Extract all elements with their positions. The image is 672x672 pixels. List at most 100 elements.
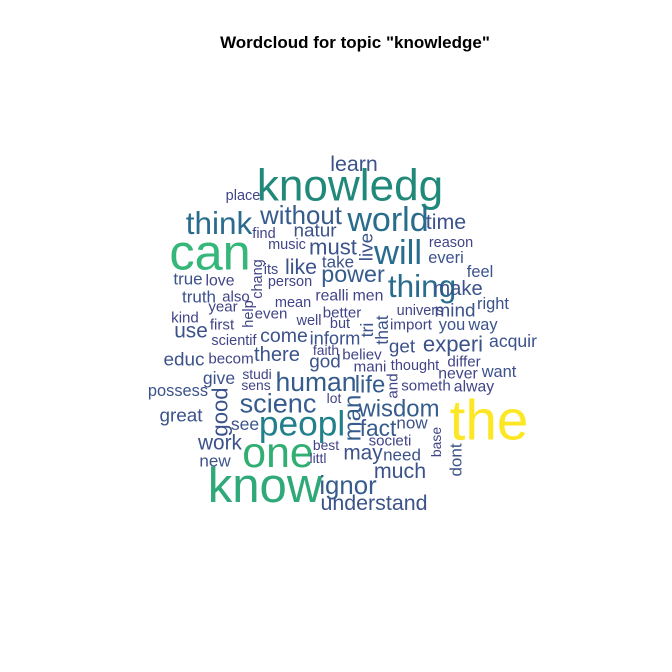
word-power: power <box>321 261 385 287</box>
word-becom: becom <box>208 351 253 368</box>
word-differ: differ <box>447 354 480 371</box>
word-understand: understand <box>320 491 427 515</box>
word-right: right <box>477 295 509 313</box>
word-peopl: peopl <box>259 405 345 444</box>
word-societi: societi <box>369 433 412 450</box>
word-take: take <box>322 253 354 272</box>
word-that: that <box>372 315 392 344</box>
word-scientif: scientif <box>211 333 257 349</box>
word-come: come <box>260 325 308 347</box>
chart-title: Wordcloud for topic "knowledge" <box>220 33 490 52</box>
word-realli: realli <box>315 288 348 305</box>
word-can: can <box>169 224 250 281</box>
word-great: great <box>159 406 203 427</box>
word-human: human <box>275 367 356 397</box>
word-kind: kind <box>171 310 199 327</box>
word-without: without <box>259 202 342 230</box>
word-littl: littl <box>310 450 327 466</box>
word-tri: tri <box>357 323 377 338</box>
word-well: well <box>296 313 322 329</box>
word-like: like <box>285 255 317 279</box>
word-you: you <box>439 316 465 334</box>
word-get: get <box>389 337 416 358</box>
word-mani: mani <box>354 359 387 376</box>
word-now: now <box>396 414 428 433</box>
word-the: the <box>450 390 529 453</box>
word-help: help <box>241 300 257 327</box>
word-feel: feel <box>467 263 493 281</box>
word-mean: mean <box>275 295 311 311</box>
word-want: want <box>481 363 517 381</box>
word-also: also <box>222 289 250 306</box>
word-studi: studi <box>242 366 271 382</box>
word-never: never <box>438 366 478 383</box>
word-learn: learn <box>330 152 378 176</box>
word-life: life <box>355 372 386 399</box>
word-man: man <box>340 395 367 441</box>
word-chang: chang <box>250 259 266 299</box>
word-everi: everi <box>428 249 464 267</box>
word-best: best <box>313 437 339 453</box>
word-thing: thing <box>388 268 456 304</box>
word-way: way <box>467 316 498 334</box>
word-must: must <box>309 235 357 260</box>
word-truth: truth <box>182 288 216 307</box>
word-and: and <box>385 373 402 398</box>
word-first: first <box>210 317 235 334</box>
word-true: true <box>173 270 202 289</box>
word-educ: educ <box>164 350 205 371</box>
word-use: use <box>174 320 208 343</box>
word-experi: experi <box>423 332 483 357</box>
word-place: place <box>226 188 261 204</box>
word-better: better <box>323 305 362 322</box>
word-reason: reason <box>429 235 473 251</box>
word-music: music <box>268 237 306 253</box>
word-mind: mind <box>435 301 476 322</box>
word-person: person <box>268 274 312 290</box>
word-possess: possess <box>148 382 208 400</box>
word-wisdom: wisdom <box>358 396 440 423</box>
word-dont: dont <box>447 443 466 476</box>
word-scienc: scienc <box>240 388 317 419</box>
word-its: its <box>264 262 279 278</box>
word-world: world <box>346 201 428 239</box>
word-natur: natur <box>293 221 336 242</box>
word-make: make <box>433 278 482 300</box>
word-love: love <box>206 273 235 290</box>
word-base: base <box>428 427 444 457</box>
word-alway: alway <box>454 379 494 396</box>
word-import: import <box>390 317 433 334</box>
word-god: god <box>309 352 341 373</box>
word-there: there <box>254 344 300 366</box>
word-inform: inform <box>310 328 361 349</box>
word-live: live <box>357 233 378 261</box>
word-acquir: acquir <box>489 331 537 351</box>
word-think: think <box>186 205 253 241</box>
word-sens: sens <box>241 377 270 393</box>
word-one: one <box>242 429 313 477</box>
word-need: need <box>383 446 421 465</box>
word-someth: someth <box>401 378 451 395</box>
word-work: work <box>197 432 243 455</box>
word-fact: fact <box>360 415 397 441</box>
word-lot: lot <box>327 390 342 406</box>
word-new: new <box>199 452 231 471</box>
word-find: find <box>252 226 275 242</box>
word-even: even <box>255 306 288 323</box>
word-will: will <box>373 234 422 272</box>
word-knowledg: knowledg <box>257 162 443 211</box>
word-believ: believ <box>342 347 382 364</box>
word-good: good <box>208 387 233 436</box>
word-give: give <box>203 368 235 388</box>
word-men: men <box>353 288 384 305</box>
word-faith: faith <box>313 342 339 358</box>
word-year: year <box>208 299 237 316</box>
word-know: know <box>208 459 323 513</box>
word-thought: thought <box>391 358 439 374</box>
word-univers: univers <box>397 303 444 319</box>
word-may: may <box>343 442 383 465</box>
word-time: time <box>426 210 466 234</box>
